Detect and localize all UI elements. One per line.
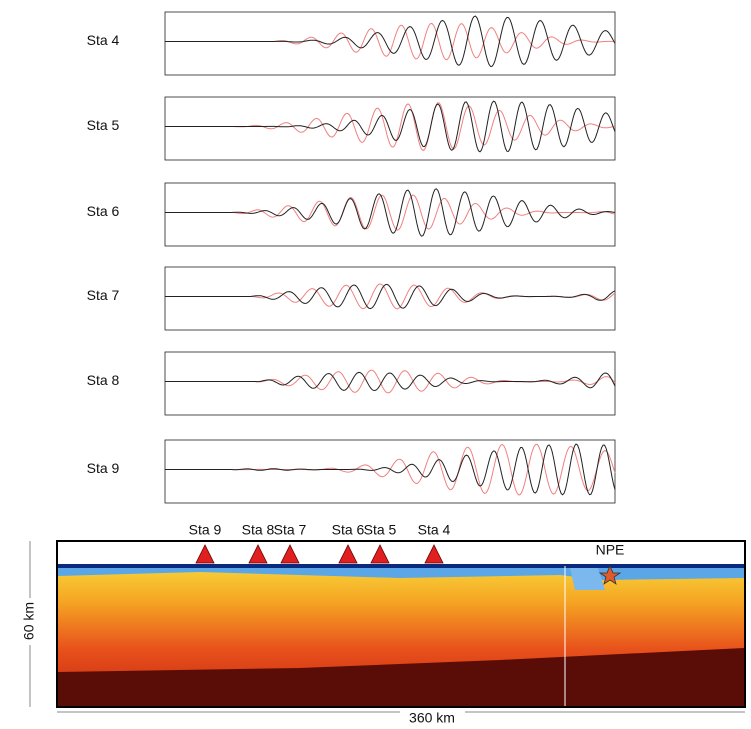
station-label: Sta 4 xyxy=(87,32,120,48)
station-label: Sta 9 xyxy=(87,460,120,476)
station-label: Sta 7 xyxy=(87,287,120,303)
synthetic-trace xyxy=(165,15,616,67)
synthetic-trace xyxy=(165,188,616,237)
observed-trace xyxy=(165,194,616,231)
basin xyxy=(570,568,605,590)
trace-frame xyxy=(164,351,616,416)
station-marker-label: Sta 5 xyxy=(364,522,397,538)
station-marker xyxy=(338,544,358,564)
station-marker xyxy=(424,544,444,564)
trace-frame xyxy=(164,439,616,504)
station-marker-label: Sta 8 xyxy=(242,522,275,538)
trace-frame xyxy=(164,96,616,161)
cross-section: NPE 60 km 360 km Sta 9 Sta 8 Sta 7 Sta 6 Sta… xyxy=(21,522,746,726)
station-marker xyxy=(280,544,300,564)
seismogram-panels: Sta 4 Sta 5 Sta 6 Sta 7 Sta 8 Sta 9 xyxy=(87,11,616,504)
synthetic-trace xyxy=(165,371,616,392)
station-marker-label: Sta 6 xyxy=(332,522,365,538)
mantle xyxy=(58,648,744,706)
station-marker-label: Sta 7 xyxy=(274,522,307,538)
station-marker-label: Sta 9 xyxy=(189,522,222,538)
station-marker xyxy=(370,544,390,564)
station-marker-label: Sta 4 xyxy=(418,522,451,538)
station-marker xyxy=(195,544,215,564)
synthetic-trace xyxy=(165,100,616,153)
source-label: NPE xyxy=(596,542,625,558)
station-label: Sta 5 xyxy=(87,117,120,133)
trace-frame xyxy=(164,182,616,247)
synthetic-trace xyxy=(165,443,616,496)
source-star xyxy=(598,564,622,585)
station-label: Sta 8 xyxy=(87,372,120,388)
distance-label: 360 km xyxy=(409,710,455,726)
trace-frame xyxy=(164,266,616,331)
depth-label: 60 km xyxy=(21,602,37,640)
station-label: Sta 6 xyxy=(87,203,120,219)
trace-frame xyxy=(164,11,616,76)
station-marker xyxy=(248,544,268,564)
synthetic-trace xyxy=(165,283,616,310)
